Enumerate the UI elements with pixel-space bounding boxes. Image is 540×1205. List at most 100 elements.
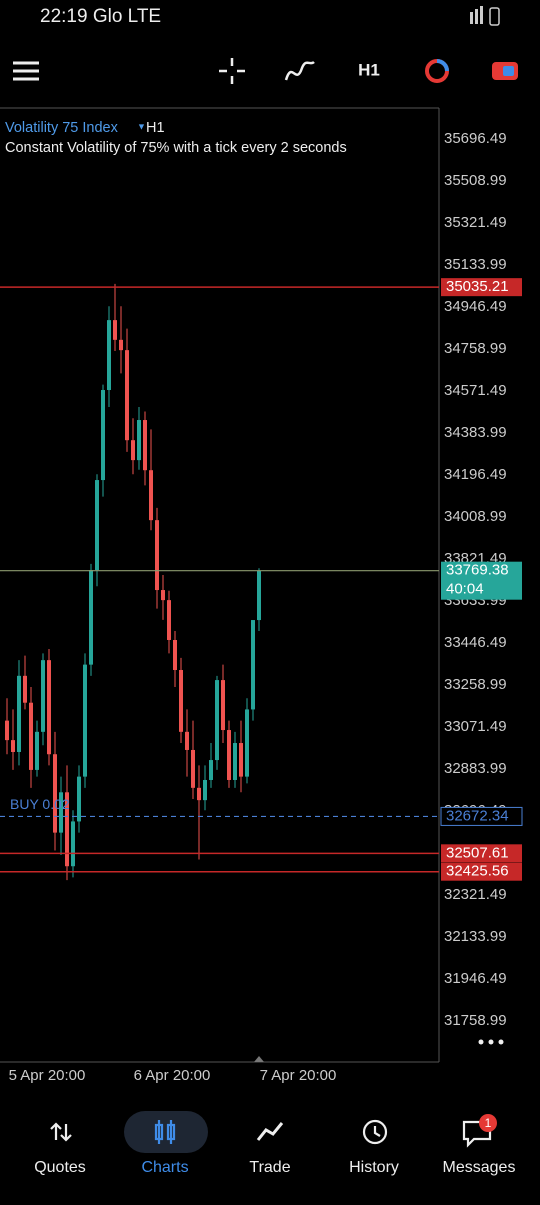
y-tick-label: 35508.99 <box>444 172 507 189</box>
candle-body <box>125 350 129 441</box>
level-label: 35035.21 <box>446 278 509 295</box>
level-box <box>441 862 522 881</box>
candle-body <box>59 792 63 833</box>
y-tick-label: 33446.49 <box>444 634 507 651</box>
order-label: BUY 0.02 <box>10 796 70 812</box>
level-box <box>441 844 522 863</box>
candle-body <box>143 420 147 471</box>
y-tick-label: 34758.99 <box>444 340 507 357</box>
candle-body <box>155 520 159 591</box>
scroll-marker <box>254 1056 264 1062</box>
candle-body <box>191 749 195 788</box>
candle-body <box>173 639 177 671</box>
y-tick-label: 34008.99 <box>444 508 507 525</box>
nav-label[interactable]: Messages <box>443 1159 516 1176</box>
indicators-icon[interactable] <box>284 60 315 81</box>
symbol-name: Volatility 75 Index <box>5 120 119 136</box>
candle-body <box>23 675 27 703</box>
x-tick-label: 7 Apr 20:00 <box>260 1067 337 1084</box>
nav-label[interactable]: Charts <box>141 1159 188 1176</box>
candle-body <box>89 570 93 665</box>
candle-body <box>83 664 87 777</box>
candle-body <box>257 570 261 621</box>
candle-body <box>179 670 183 732</box>
badge-count: 1 <box>485 1116 492 1130</box>
y-tick-label: 33071.49 <box>444 718 507 735</box>
trade-icon[interactable] <box>492 62 518 80</box>
history-icon <box>362 1119 388 1145</box>
chart-timeframe: H1 <box>146 120 165 136</box>
more-icon[interactable] <box>478 1039 504 1045</box>
candle-body <box>119 339 123 351</box>
candle-body <box>197 787 201 801</box>
candle-body <box>167 600 171 640</box>
x-tick-label: 5 Apr 20:00 <box>9 1067 86 1084</box>
candle-body <box>53 754 57 833</box>
level-label: 32425.56 <box>446 863 509 880</box>
trade-nav-icon <box>256 1122 284 1141</box>
nav-label[interactable]: Trade <box>249 1159 290 1176</box>
candle-body <box>11 740 15 752</box>
candle-body <box>29 702 33 770</box>
nav-label[interactable]: Quotes <box>34 1159 86 1176</box>
y-tick-label: 32883.99 <box>444 760 507 777</box>
candle-body <box>35 731 39 770</box>
menu-icon[interactable] <box>13 61 39 81</box>
status-time: 22:19 Glo LTE <box>40 6 161 27</box>
candle-body <box>233 743 237 780</box>
symbol-description: Constant Volatility of 75% with a tick e… <box>5 140 347 156</box>
y-tick-label: 35321.49 <box>444 214 507 231</box>
charts-icon <box>154 1120 176 1144</box>
timeframe-button[interactable]: H1 <box>358 60 380 79</box>
y-tick-label: 34383.99 <box>444 424 507 441</box>
y-tick-label: 32321.49 <box>444 886 507 903</box>
y-tick-label: 31946.49 <box>444 970 507 987</box>
candle-body <box>215 680 219 761</box>
candle-body <box>203 779 207 801</box>
nav-label[interactable]: History <box>349 1159 399 1176</box>
crosshair-icon[interactable] <box>219 58 245 84</box>
candle-body <box>245 709 249 777</box>
candle-body <box>47 660 51 755</box>
candle-body <box>101 390 105 481</box>
candle-body <box>185 731 189 750</box>
current-price-label: 33769.38 <box>446 562 509 579</box>
x-tick-label: 6 Apr 20:00 <box>134 1067 211 1084</box>
current-price-box <box>441 561 522 600</box>
candle-body <box>107 320 111 391</box>
candle-body <box>131 440 135 461</box>
y-tick-label: 35133.99 <box>444 256 507 273</box>
candle-body <box>41 660 45 732</box>
countdown-label: 40:04 <box>446 581 484 598</box>
badge <box>479 1114 497 1132</box>
active-tab-pill <box>124 1111 208 1153</box>
status-icons <box>470 6 500 26</box>
y-tick-label: 34196.49 <box>444 466 507 483</box>
candle-body <box>251 620 255 710</box>
quotes-icon <box>50 1122 72 1142</box>
y-tick-label: 31758.99 <box>444 1012 507 1029</box>
candle-body <box>137 420 141 461</box>
candle-body <box>95 480 99 571</box>
candle-body <box>161 590 165 601</box>
candle-body <box>71 821 75 867</box>
order-box <box>440 806 523 826</box>
y-tick-label: 32133.99 <box>444 928 507 945</box>
order-label: 32672.34 <box>446 807 509 824</box>
symbol-dropdown[interactable]: ▼ <box>137 121 146 131</box>
candle-body <box>227 730 231 780</box>
candle-body <box>77 776 81 822</box>
objects-icon[interactable] <box>425 59 449 83</box>
level-box <box>441 278 522 297</box>
candle-body <box>239 743 243 777</box>
candle-body <box>113 320 117 340</box>
candle-body <box>5 720 9 741</box>
y-tick-label: 33258.99 <box>444 676 507 693</box>
level-label: 32507.61 <box>446 844 509 861</box>
candle-body <box>65 792 69 867</box>
candle-body <box>17 675 21 752</box>
y-tick-label: 34946.49 <box>444 298 507 315</box>
candle-body <box>149 470 153 521</box>
